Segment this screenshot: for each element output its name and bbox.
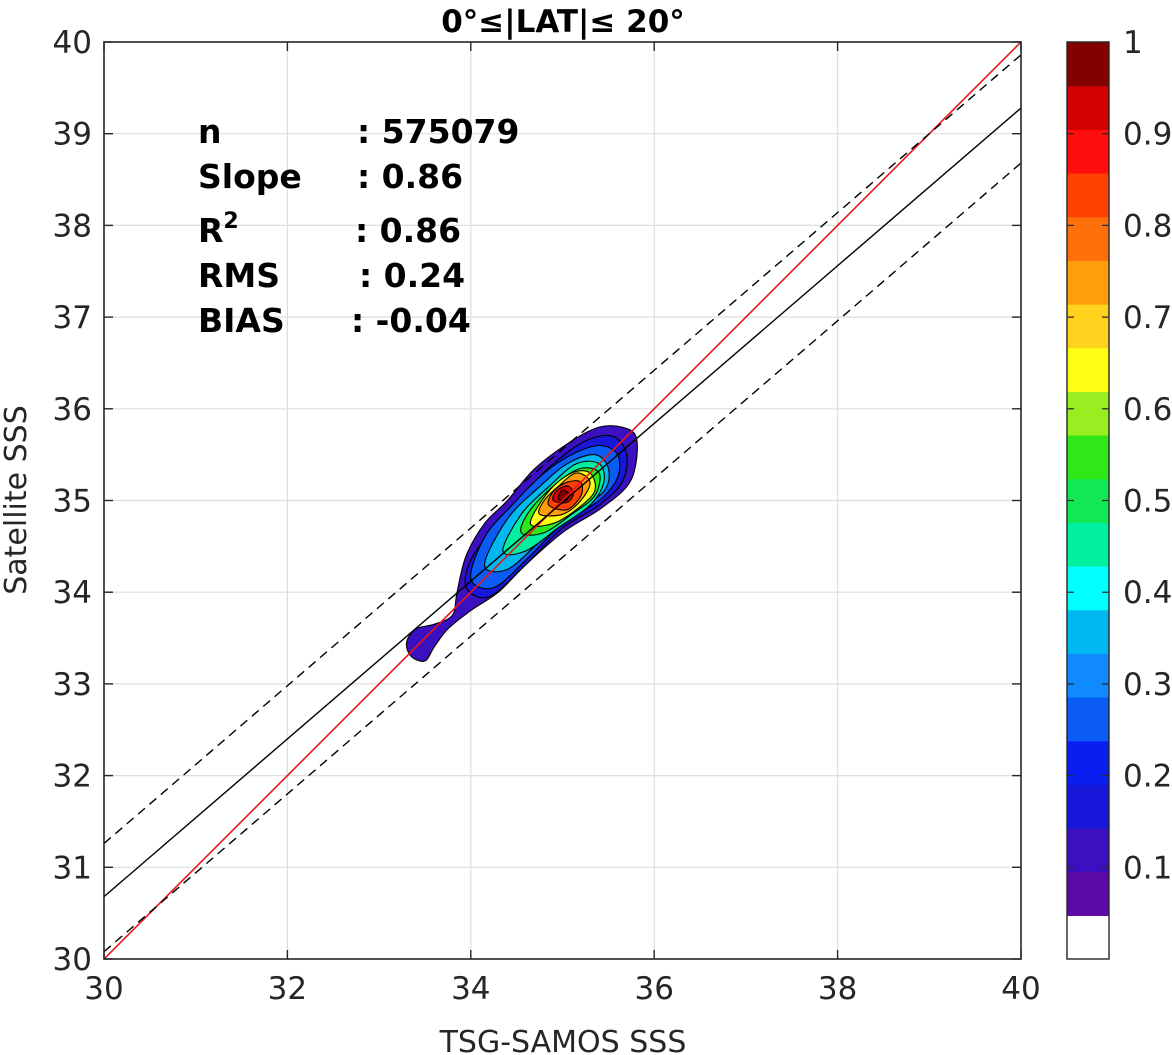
x-tick-label: 40 [1001,971,1040,1007]
y-tick-label: 34 [53,575,92,611]
y-tick-label: 38 [53,208,92,244]
colorbar-segment [1067,697,1109,742]
x-tick-label: 38 [818,971,857,1007]
colorbar-segment [1067,828,1109,873]
y-axis-label: Satellite SSS [0,405,34,595]
colorbar-tick-label: 0.7 [1123,300,1172,336]
colorbar-segment [1067,653,1109,698]
y-tick-label: 35 [53,484,92,520]
stat-label-text: BIAS [198,301,285,340]
stat-value: : 0.86 [355,211,461,250]
colorbar-segment [1067,784,1109,829]
colorbar-segment [1067,347,1109,392]
stat-value: : 575079 [357,112,519,151]
y-tick-label: 40 [53,25,92,61]
colorbar-segment [1067,304,1109,349]
stat-label-text: RMS [198,256,280,295]
y-tick-label: 39 [53,117,92,153]
y-tick-label: 36 [53,392,92,428]
colorbar: 0.1 0.2 0.3 0.4 0.5 0.6 0.7 0.8 0.9 1 [1066,25,1172,960]
colorbar-segment [1067,609,1109,654]
regression-lines [104,42,1021,959]
fit-line [104,107,1021,898]
one-to-one-line [104,42,1021,959]
colorbar-segment [1067,435,1109,480]
colorbar-segment [1067,566,1109,611]
x-tick-label: 34 [451,971,490,1007]
stat-label-text: R [198,211,223,250]
x-tick-label: 36 [634,971,673,1007]
colorbar-segment [1067,391,1109,436]
colorbar-tick-label: 0.9 [1123,117,1172,153]
stat-label: RMS [198,256,280,295]
colorbar-segment [1067,915,1109,960]
colorbar-tick-label: 0.4 [1123,575,1172,611]
colorbar-segment [1067,871,1109,916]
colorbar-segment [1067,42,1109,87]
stat-value: : -0.04 [351,301,471,340]
colorbar-tick-label: 0.2 [1123,759,1172,795]
colorbar-segment [1067,173,1109,218]
y-tick-label: 33 [53,667,92,703]
x-axis-label: TSG-SAMOS SSS [439,1025,687,1055]
chart-title: 0°≤|LAT|≤ 20° [441,4,685,40]
stat-label-superscript: 2 [223,209,238,234]
y-tick-label: 30 [53,942,92,978]
colorbar-tick-label: 1 [1123,25,1143,61]
y-tick-label: 31 [53,850,92,886]
colorbar-tick-label: 0.8 [1123,208,1172,244]
stat-label: Slope [198,157,302,196]
y-tick-label: 32 [53,759,92,795]
y-tick-label: 37 [53,300,92,336]
colorbar-segment [1067,216,1109,261]
fit-bound-line [104,54,1021,844]
colorbar-tick-label: 0.6 [1123,392,1172,428]
colorbar-segment [1067,740,1109,785]
stat-label: R2 [198,209,239,250]
axis-ticks: 30 32 34 36 38 40 30 31 32 33 34 35 36 37 38 39 40 [53,25,1041,1007]
colorbar-segment [1067,260,1109,305]
colorbar-segment [1067,85,1109,130]
plot-area [104,42,1021,959]
stat-label-text: n [198,112,222,151]
stat-label: n [198,112,222,151]
colorbar-segment [1067,129,1109,174]
x-tick-label: 30 [84,971,123,1007]
colorbar-segment [1067,522,1109,567]
x-tick-label: 32 [268,971,307,1007]
colorbar-tick-label: 0.1 [1123,850,1172,886]
stats-box: n : 575079 Slope : 0.86 R2 : 0.86 RMS : 0.24 BIA… [198,112,519,340]
stat-label: BIAS [198,301,285,340]
grid-lines [104,42,1021,959]
colorbar-tick-label: 0.3 [1123,667,1172,703]
stat-value: : 0.24 [359,256,465,295]
stat-label-text: Slope [198,157,302,196]
fit-bound-line [104,162,1021,953]
stat-value: : 0.86 [357,157,463,196]
colorbar-tick-label: 0.5 [1123,484,1172,520]
